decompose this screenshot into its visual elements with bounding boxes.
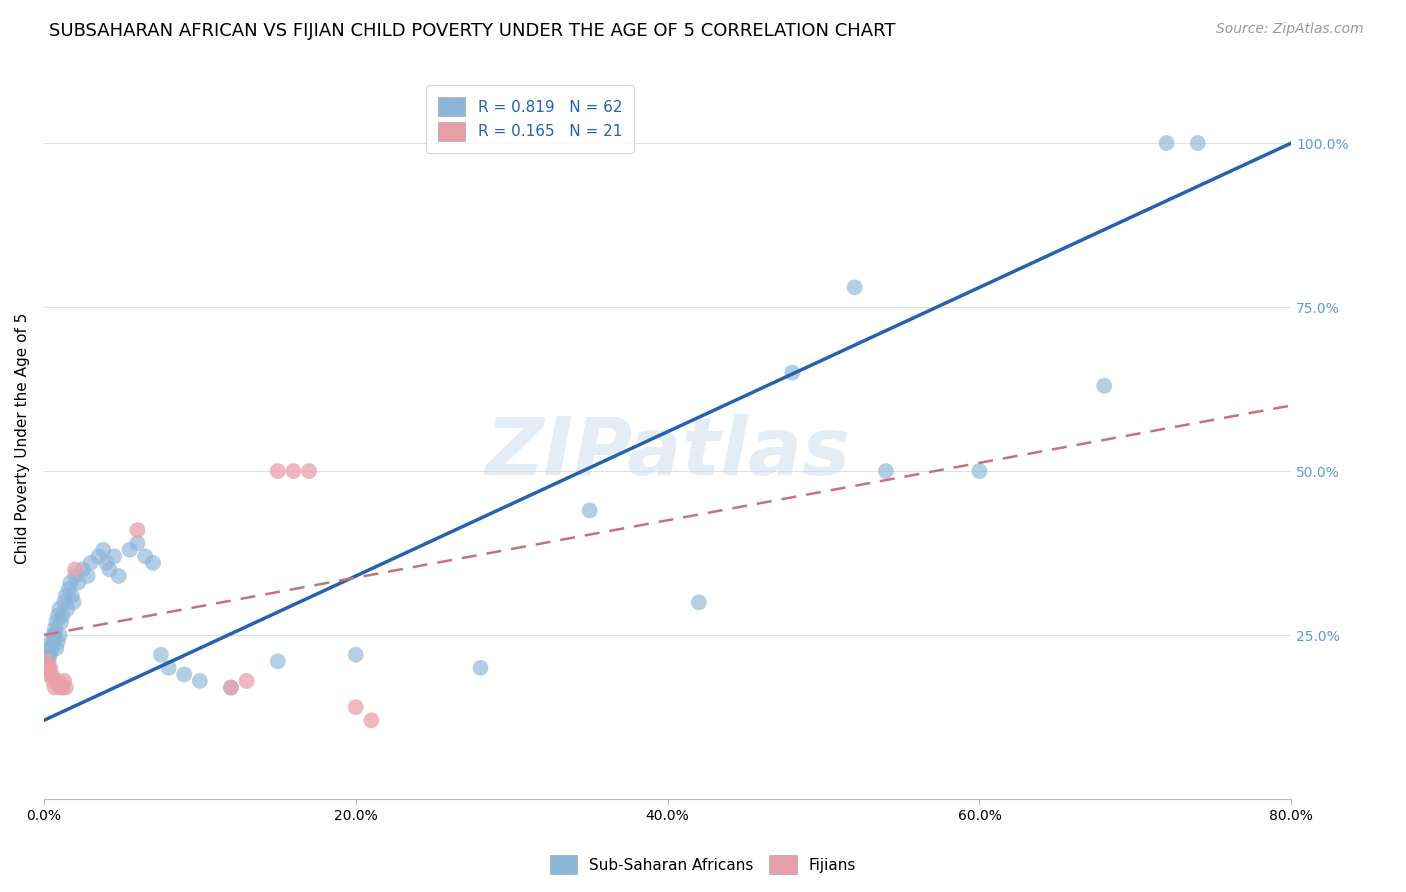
Point <box>235 673 257 688</box>
Point <box>58 582 80 596</box>
Point <box>127 523 149 537</box>
Point <box>1156 136 1178 150</box>
Point <box>63 569 86 583</box>
Point <box>38 648 60 662</box>
Point <box>844 280 866 294</box>
Text: Source: ZipAtlas.com: Source: ZipAtlas.com <box>1216 22 1364 37</box>
Point <box>35 648 58 662</box>
Point <box>34 661 56 675</box>
Point <box>688 595 710 609</box>
Point <box>875 464 897 478</box>
Point <box>42 634 65 648</box>
Point <box>42 628 65 642</box>
Point <box>48 628 70 642</box>
Text: SUBSAHARAN AFRICAN VS FIJIAN CHILD POVERTY UNDER THE AGE OF 5 CORRELATION CHART: SUBSAHARAN AFRICAN VS FIJIAN CHILD POVER… <box>49 22 896 40</box>
Point <box>76 569 98 583</box>
Point <box>56 602 79 616</box>
Point <box>55 681 77 695</box>
Point <box>41 667 63 681</box>
Point <box>578 503 600 517</box>
Point <box>360 714 382 728</box>
Point <box>48 681 70 695</box>
Point <box>52 681 75 695</box>
Point <box>44 622 66 636</box>
Point <box>39 661 62 675</box>
Point <box>79 556 101 570</box>
Point <box>45 641 67 656</box>
Point <box>38 654 60 668</box>
Point <box>134 549 156 564</box>
Point <box>46 634 69 648</box>
Point <box>44 628 66 642</box>
Point <box>969 464 991 478</box>
Point <box>298 464 321 478</box>
Point <box>67 575 90 590</box>
Point <box>41 641 63 656</box>
Point <box>96 556 118 570</box>
Point <box>63 562 86 576</box>
Point <box>188 673 211 688</box>
Point <box>149 648 172 662</box>
Point <box>267 464 290 478</box>
Point <box>782 366 804 380</box>
Point <box>46 608 69 623</box>
Point <box>35 654 58 668</box>
Point <box>38 661 60 675</box>
Point <box>72 562 94 576</box>
Point <box>45 615 67 629</box>
Point <box>53 673 76 688</box>
Point <box>1092 378 1115 392</box>
Point <box>35 654 58 668</box>
Point <box>87 549 110 564</box>
Point <box>55 589 77 603</box>
Point <box>60 589 83 603</box>
Point <box>470 661 492 675</box>
Point <box>42 673 65 688</box>
Point <box>34 661 56 675</box>
Point <box>344 648 367 662</box>
Point <box>107 569 129 583</box>
Point <box>59 575 82 590</box>
Point <box>283 464 305 478</box>
Point <box>49 615 72 629</box>
Point <box>142 556 165 570</box>
Point <box>53 595 76 609</box>
Point <box>1187 136 1209 150</box>
Point <box>44 681 66 695</box>
Point <box>91 542 114 557</box>
Point <box>344 700 367 714</box>
Point <box>127 536 149 550</box>
Text: ZIPatlas: ZIPatlas <box>485 414 851 491</box>
Point <box>38 667 60 681</box>
Point <box>41 634 63 648</box>
Point <box>118 542 141 557</box>
Point <box>173 667 195 681</box>
Y-axis label: Child Poverty Under the Age of 5: Child Poverty Under the Age of 5 <box>15 312 30 564</box>
Point <box>219 681 242 695</box>
Point <box>39 648 62 662</box>
Point <box>103 549 125 564</box>
Point <box>39 641 62 656</box>
Point <box>98 562 121 576</box>
Point <box>46 673 69 688</box>
Legend: Sub-Saharan Africans, Fijians: Sub-Saharan Africans, Fijians <box>544 849 862 880</box>
Point <box>52 608 75 623</box>
Point <box>267 654 290 668</box>
Legend: R = 0.819   N = 62, R = 0.165   N = 21: R = 0.819 N = 62, R = 0.165 N = 21 <box>426 85 634 153</box>
Point <box>62 595 84 609</box>
Point <box>219 681 242 695</box>
Point <box>157 661 180 675</box>
Point <box>48 602 70 616</box>
Point <box>34 654 56 668</box>
